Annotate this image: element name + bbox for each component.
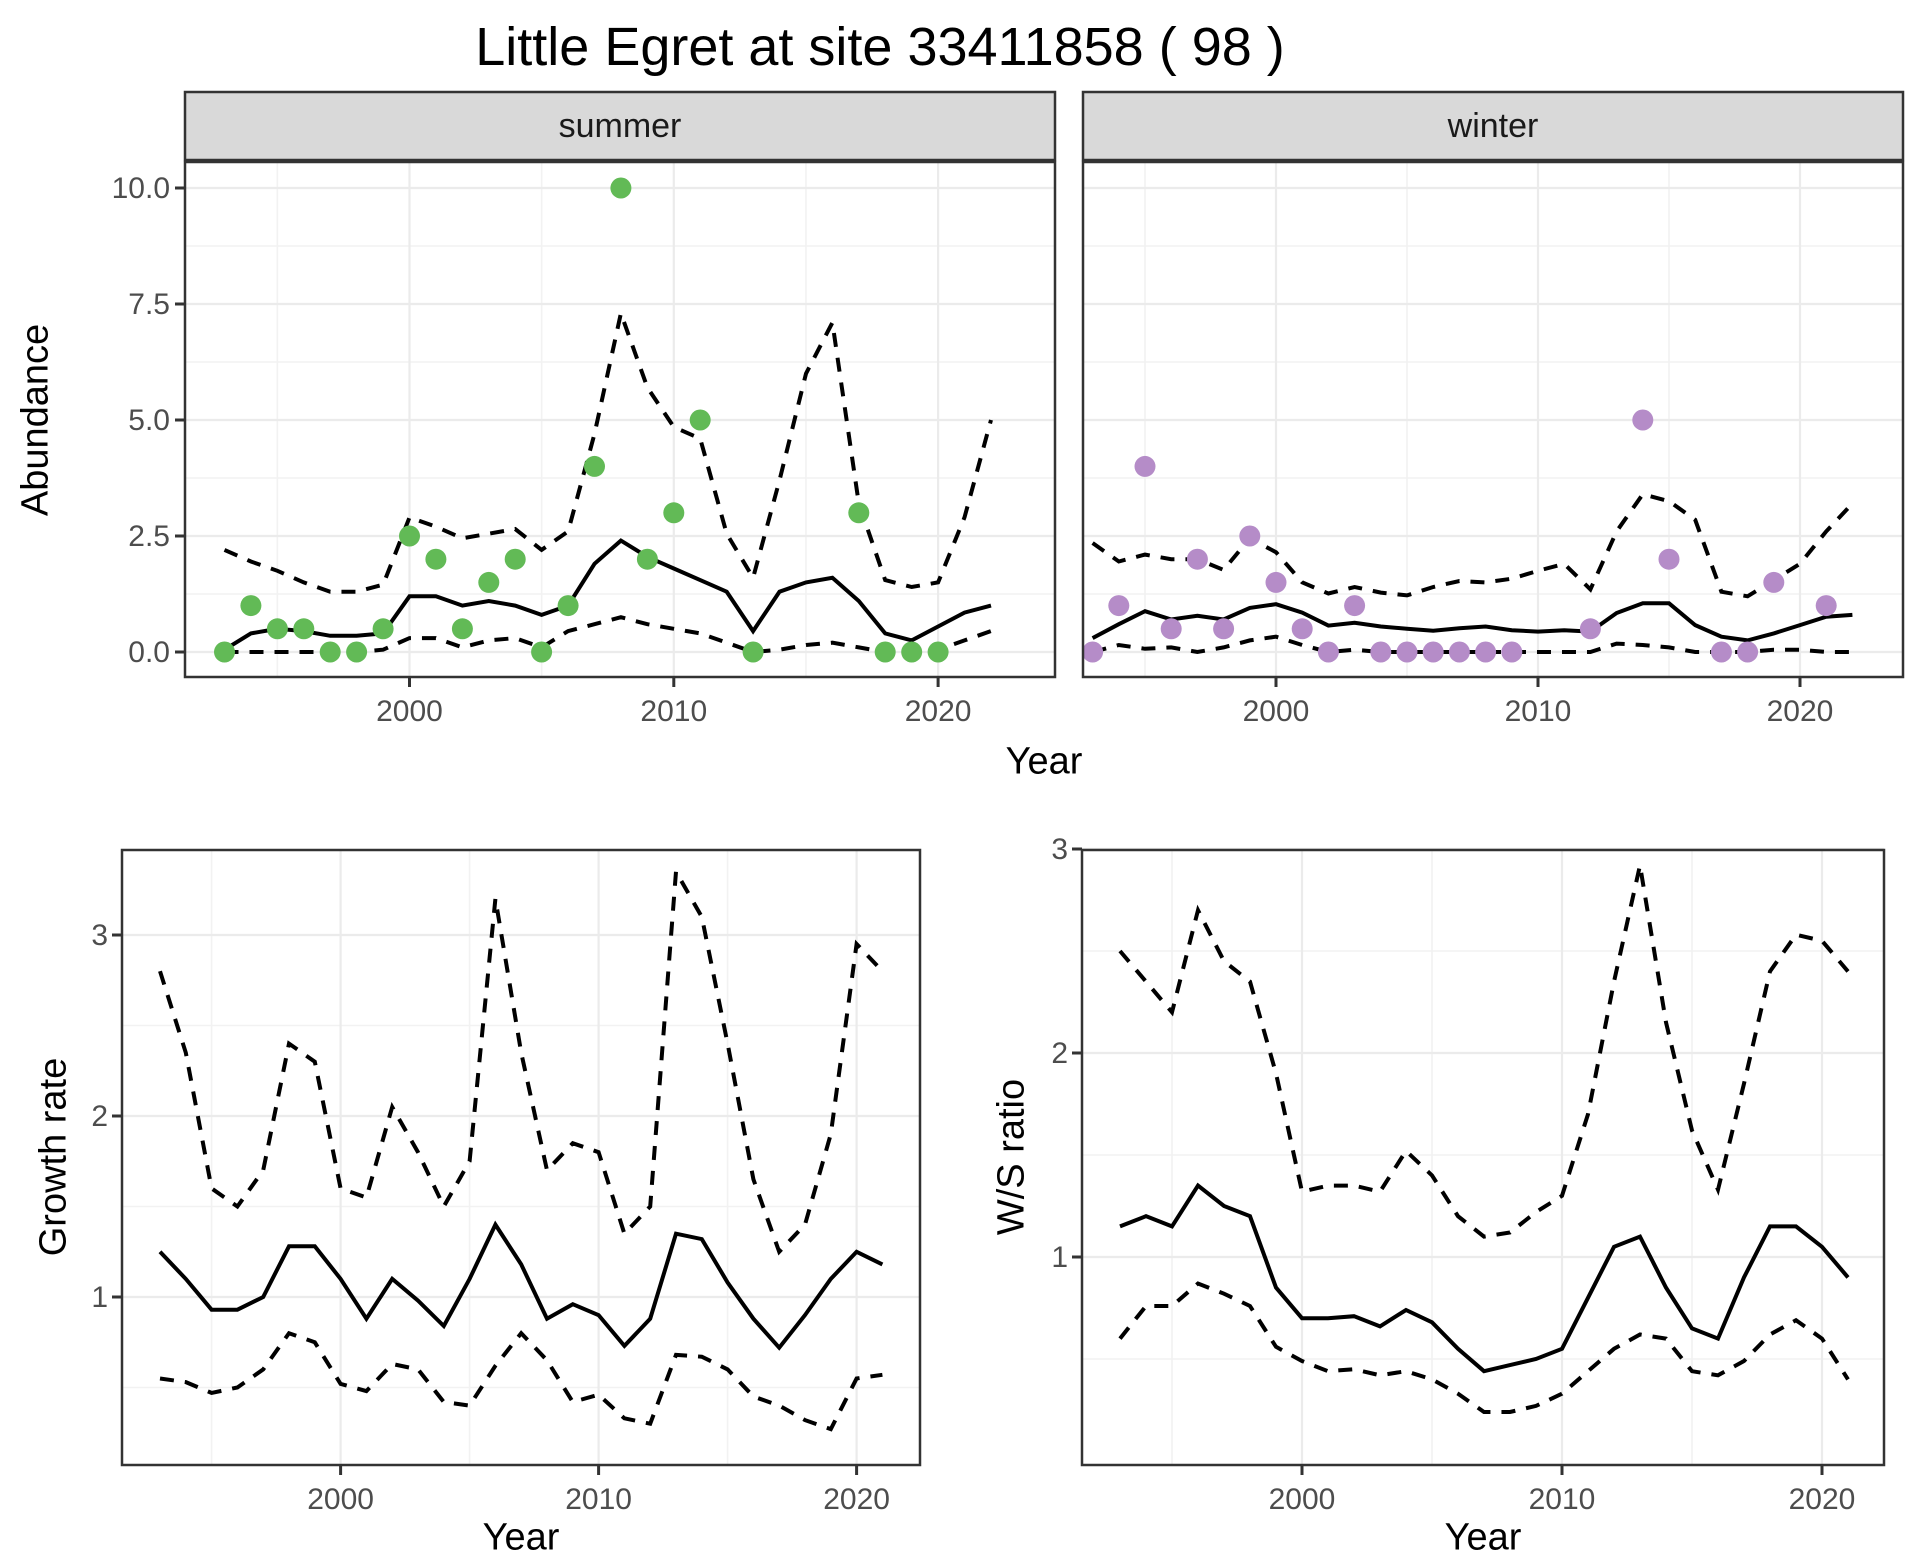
data-point (319, 641, 341, 663)
data-point (1658, 548, 1680, 570)
data-point (1737, 641, 1759, 663)
data-point (1317, 641, 1339, 663)
y-tick-label: 5.0 (128, 404, 170, 437)
data-point (1108, 595, 1130, 617)
x-axis-title-year-growth: Year (482, 1516, 560, 1559)
data-point (689, 409, 711, 431)
data-point (1344, 595, 1366, 617)
data-point (1396, 641, 1418, 663)
x-tick-label: 2000 (1269, 1483, 1336, 1516)
y-tick-label: 1 (1051, 1241, 1068, 1274)
mean-line (223, 538, 992, 652)
mean-line (1119, 1182, 1850, 1374)
data-point (1213, 618, 1235, 640)
data-point (1186, 548, 1208, 570)
data-point (1134, 455, 1156, 477)
x-tick-label: 2000 (1243, 695, 1310, 728)
y-tick-label: 2 (91, 1100, 108, 1133)
x-tick-label: 2000 (307, 1483, 374, 1516)
facet-strip-label-winter: winter (1447, 106, 1539, 145)
data-point (1291, 618, 1313, 640)
y-tick-label: 10.0 (112, 172, 170, 205)
ci-upper-line (158, 864, 884, 1256)
x-tick-label: 2010 (565, 1483, 632, 1516)
data-point (557, 595, 579, 617)
data-point (1763, 571, 1785, 593)
data-point (1082, 641, 1104, 663)
data-point (372, 618, 394, 640)
data-point (399, 525, 420, 547)
x-tick-label: 2020 (1789, 1483, 1856, 1516)
y-tick-label: 1 (91, 1281, 108, 1314)
data-point (1160, 618, 1182, 640)
y-tick-label: 7.5 (128, 288, 170, 321)
y-axis-title-growth-rate: Growth rate (32, 1057, 75, 1257)
panel-bg (1082, 850, 1884, 1465)
x-axis-title-year-ws: Year (1444, 1516, 1522, 1559)
data-point (1475, 641, 1497, 663)
x-tick-label: 2020 (905, 695, 972, 728)
y-tick-label: 3 (91, 919, 108, 952)
x-tick-label: 2000 (376, 695, 443, 728)
data-point (663, 502, 685, 524)
ci-upper-line (1118, 864, 1850, 1239)
data-point (1239, 525, 1261, 547)
y-axis-title-ws-ratio: W/S ratio (990, 1078, 1033, 1236)
x-tick-label: 2010 (640, 695, 707, 728)
ci-lower-line (1118, 1281, 1850, 1414)
panel-border (120, 848, 922, 1467)
data-point (1265, 571, 1287, 593)
data-point (1422, 641, 1444, 663)
data-point (504, 548, 526, 570)
data-point (610, 177, 632, 199)
x-tick-label: 2020 (1767, 695, 1834, 728)
data-point (636, 548, 658, 570)
mean-line (158, 1220, 884, 1351)
chart-title: Little Egret at site 33411858 ( 98 ) (475, 17, 1285, 77)
data-point (478, 571, 500, 593)
x-axis-title-year-top: Year (1005, 740, 1083, 783)
facet-strip-bg (183, 90, 1057, 162)
y-tick-label: 2.5 (128, 520, 170, 553)
data-point (1815, 595, 1837, 617)
data-point (848, 502, 870, 524)
data-point (214, 641, 235, 663)
data-point (1501, 641, 1523, 663)
data-point (874, 641, 896, 663)
data-point (901, 641, 923, 663)
panel-border (1080, 848, 1886, 1467)
data-point (240, 595, 262, 617)
data-point (451, 618, 473, 640)
y-tick-label: 3 (1051, 833, 1068, 866)
data-point (1448, 641, 1470, 663)
panel-bg (122, 850, 920, 1465)
x-tick-label: 2020 (823, 1483, 890, 1516)
data-point (531, 641, 553, 663)
facet-strip-bg (1081, 90, 1905, 162)
facet-strip-label-summer: summer (558, 106, 682, 145)
mean-line (1091, 601, 1853, 643)
y-tick-label: 2 (1051, 1037, 1068, 1070)
ci-lower-line (159, 1330, 883, 1432)
data-point (346, 641, 368, 663)
ci-upper-line (1091, 491, 1854, 599)
data-point (266, 618, 288, 640)
ci-lower-line (1092, 634, 1853, 655)
panel-border (1081, 160, 1905, 679)
data-point (1710, 641, 1732, 663)
data-point (293, 618, 315, 640)
data-point (1579, 618, 1601, 640)
x-tick-label: 2010 (1529, 1483, 1596, 1516)
y-axis-title-abundance: Abundance (14, 323, 57, 517)
x-tick-label: 2010 (1505, 695, 1572, 728)
data-point (584, 455, 605, 477)
data-point (425, 548, 447, 570)
y-tick-label: 0.0 (128, 636, 170, 669)
data-point (742, 641, 764, 663)
data-point (927, 641, 949, 663)
data-point (1632, 409, 1654, 431)
data-point (1370, 641, 1392, 663)
